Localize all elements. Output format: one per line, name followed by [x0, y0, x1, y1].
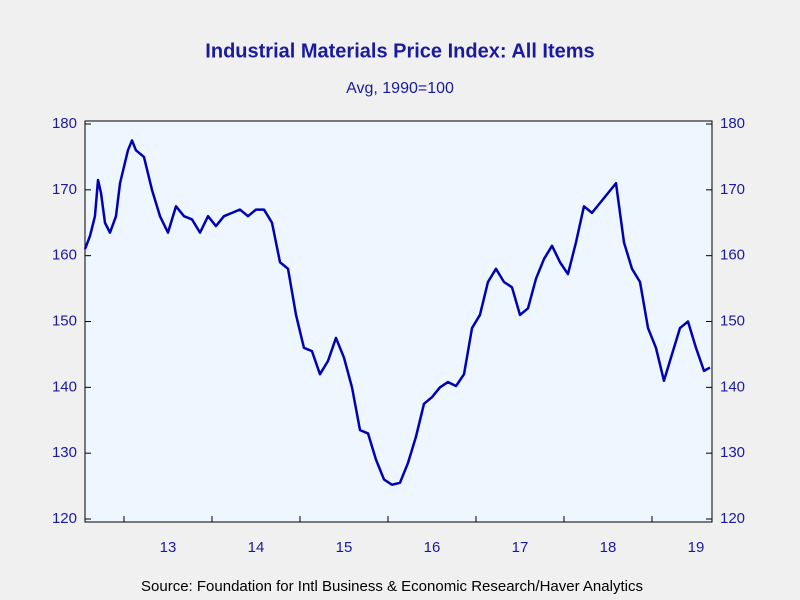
- y2-tick-label: 150: [720, 312, 745, 329]
- chart-subtitle: Avg, 1990=100: [346, 80, 454, 97]
- y-tick-label: 170: [52, 181, 77, 198]
- x-tick-label: 14: [248, 539, 265, 556]
- y2-tick-label: 170: [720, 181, 745, 198]
- y2-tick-label: 180: [720, 115, 745, 132]
- x-tick-label: 13: [160, 539, 177, 556]
- y2-tick-label: 160: [720, 247, 745, 264]
- y-tick-label: 150: [52, 312, 77, 329]
- x-tick-label: 15: [336, 539, 353, 556]
- data-line: [83, 139, 711, 487]
- x-tick-label: 18: [600, 539, 617, 556]
- x-tick-label: 17: [512, 539, 529, 556]
- x-tick-label: 19: [688, 539, 705, 556]
- y2-tick-label: 120: [720, 510, 745, 527]
- y-tick-label: 180: [52, 115, 77, 132]
- y-tick-label: 140: [52, 378, 77, 395]
- y-tick-label: 160: [52, 247, 77, 264]
- y-tick-label: 130: [52, 444, 77, 461]
- plot-area: [84, 120, 713, 523]
- y-tick-label: 120: [52, 510, 77, 527]
- x-tick-label: 16: [424, 539, 441, 556]
- y2-tick-label: 130: [720, 444, 745, 461]
- y2-tick-label: 140: [720, 378, 745, 395]
- chart-title: Industrial Materials Price Index: All It…: [205, 40, 594, 62]
- source-note: Source: Foundation for Intl Business & E…: [141, 578, 643, 595]
